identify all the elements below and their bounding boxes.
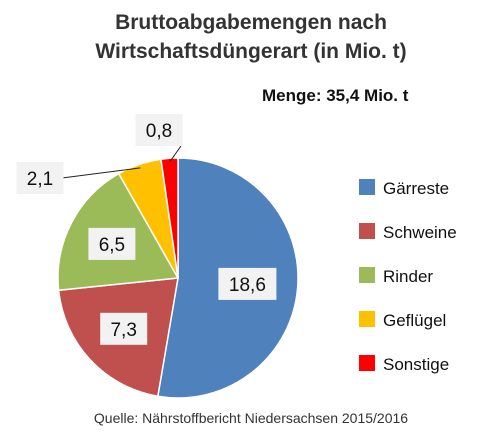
data-label-sonstige: 0,8 (146, 121, 172, 142)
legend-swatch-gefluegel (359, 311, 375, 327)
data-label-box-rinder (88, 227, 136, 260)
legend-swatch-rinder (359, 267, 375, 283)
data-label-box-gaerreste (218, 267, 277, 300)
data-label-box-sonstige (135, 114, 183, 146)
legend-swatch-gaerreste (359, 179, 375, 195)
data-labels: 18,6 7,3 6,5 2,1 0,8 (16, 114, 277, 345)
legend: Gärreste Schweine Rinder Geflügel Sonstige (359, 179, 457, 374)
source-note: Quelle: Nährstoffbericht Niedersachsen 2… (93, 410, 409, 426)
legend-label-gefluegel: Geflügel (383, 311, 446, 330)
data-label-gaerreste: 18,6 (229, 275, 266, 296)
legend-label-rinder: Rinder (383, 267, 433, 286)
total-amount-label: Menge: 35,4 Mio. t (262, 86, 409, 105)
data-label-schweine: 7,3 (110, 320, 136, 341)
data-label-box-gefluegel (16, 162, 64, 194)
data-label-box-schweine (100, 312, 148, 345)
leader-line-sonstige (169, 145, 182, 163)
legend-label-gaerreste: Gärreste (383, 179, 449, 198)
data-label-rinder: 6,5 (99, 235, 125, 256)
legend-label-sonstige: Sonstige (383, 355, 449, 374)
leader-lines (61, 145, 182, 179)
pie-slice-sonstige (160, 157, 179, 279)
legend-swatch-sonstige (359, 355, 375, 371)
chart-title-line-1: Bruttoabgabemengen nach (115, 11, 387, 34)
legend-label-schweine: Schweine (383, 223, 457, 242)
chart-title-line-2: Wirtschaftsdüngerart (in Mio. t) (95, 40, 407, 63)
legend-swatch-schweine (359, 223, 375, 239)
leader-line-gefluegel (61, 167, 141, 179)
data-label-gefluegel: 2,1 (27, 169, 53, 190)
chart-title: Bruttoabgabemengen nach Wirtschaftsdünge… (0, 8, 502, 66)
